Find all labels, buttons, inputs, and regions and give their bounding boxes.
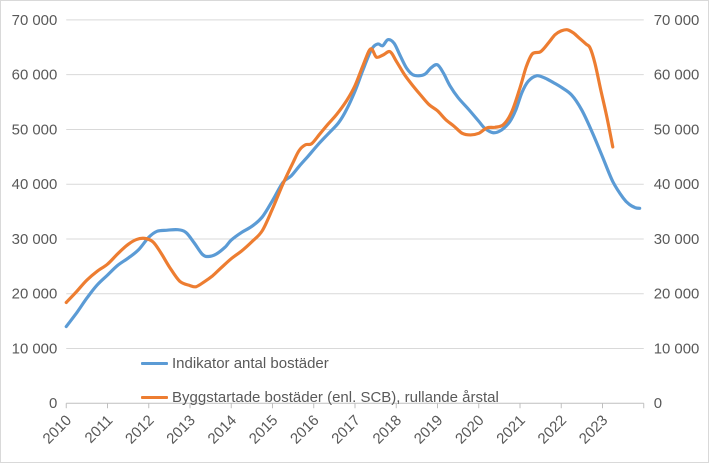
x-axis-label: 2016 (287, 412, 322, 447)
x-axis-label: 2015 (246, 412, 281, 447)
y-axis-label-right: 10 000 (654, 340, 700, 357)
y-axis-label-left: 50 000 (12, 121, 58, 138)
y-axis-label-left: 20 000 (12, 286, 58, 303)
x-axis-label: 2011 (82, 412, 117, 447)
y-axis-label-left: 10 000 (12, 340, 58, 357)
y-axis-label-right: 0 (654, 395, 662, 412)
y-axis-label-left: 40 000 (12, 176, 58, 193)
y-axis-label-left: 0 (49, 395, 57, 412)
y-axis-label-right: 70 000 (654, 12, 700, 29)
x-axis-labels: 2010 2011 2012 2013 2014 2015 2016 2017 2018 2019… (40, 412, 612, 447)
x-axis-label: 2014 (205, 412, 240, 447)
x-axis-label: 2022 (535, 412, 570, 447)
y-axis-label-right: 50 000 (654, 121, 700, 138)
y-axis-label-right: 30 000 (654, 231, 700, 248)
y-axis-label-left: 30 000 (12, 231, 58, 248)
y-axis-label-right: 60 000 (654, 67, 700, 84)
x-axis-label: 2017 (328, 412, 363, 447)
y-axis-labels-right: 0 10 000 20 000 30 000 40 000 50 000 60 000 70 … (654, 12, 700, 412)
x-axis-label: 2018 (370, 412, 405, 447)
x-axis (65, 402, 645, 409)
x-axis-label: 2019 (411, 412, 446, 447)
legend-label-byggstartade: Byggstartade bostäder (enl. SCB), rullan… (172, 388, 499, 406)
legend-label-indikator: Indikator antal bostäder (172, 354, 329, 372)
legend-item-byggstartade: Byggstartade bostäder (enl. SCB), rullan… (141, 380, 499, 414)
legend-line-swatch-orange (141, 395, 168, 399)
x-axis-label: 2021 (493, 412, 528, 447)
x-axis-label: 2010 (40, 412, 75, 447)
legend-line-swatch-blue (141, 361, 168, 365)
y-axis-label-right: 40 000 (654, 176, 700, 193)
y-axis-label-right: 20 000 (654, 286, 700, 303)
chart-legend: Indikator antal bostäder Byggstartade bo… (141, 346, 499, 414)
y-axis-label-left: 70 000 (12, 12, 58, 29)
x-axis-label: 2023 (576, 412, 611, 447)
gridlines (66, 19, 644, 349)
series-line-indikator (64, 37, 642, 329)
x-axis-label: 2012 (122, 412, 157, 447)
x-axis-label: 2013 (163, 412, 198, 447)
x-axis-label: 2020 (452, 412, 487, 447)
y-axis-labels-left: 0 10 000 20 000 30 000 40 000 50 000 60 000 70 … (12, 12, 58, 412)
y-axis-label-left: 60 000 (12, 67, 58, 84)
legend-item-indikator: Indikator antal bostäder (141, 346, 499, 380)
series-line-byggstartade (64, 28, 615, 305)
